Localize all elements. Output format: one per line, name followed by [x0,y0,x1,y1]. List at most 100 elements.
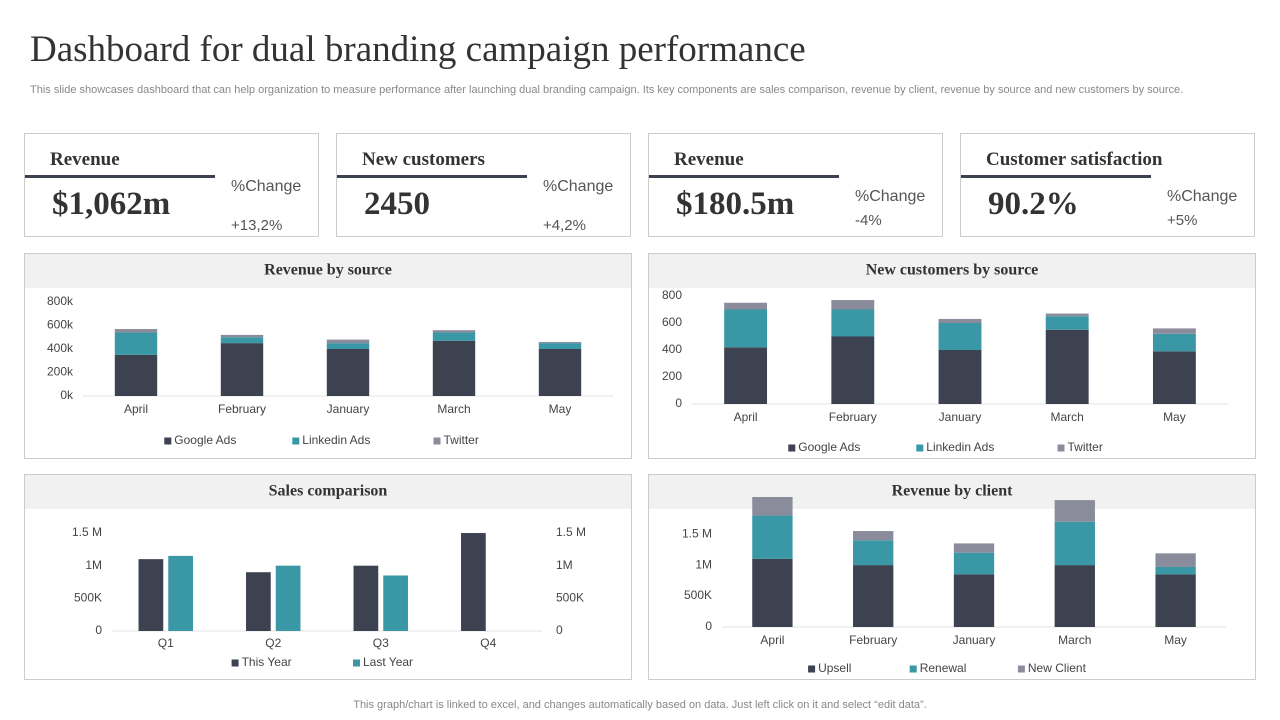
bar-segment [1152,351,1196,404]
x-tick-label: April [734,410,758,424]
x-tick-label: February [849,633,897,647]
bar-segment [1045,313,1089,317]
y-tick-label: 400k [47,341,74,355]
bar [353,565,379,631]
kpi-change-label: %Change [231,178,302,195]
bar-segment [114,329,158,333]
kpi-change: -4% [855,212,882,229]
panel-header [25,475,631,509]
bar-segment [1054,521,1095,566]
bar-segment [953,574,995,627]
bar-segment [220,334,264,338]
legend-swatch [808,665,816,673]
x-tick-label: January [953,633,996,647]
bar-segment [114,354,158,396]
bar-segment [1152,333,1196,352]
bar-segment [1054,565,1095,627]
bar-segment [853,531,894,541]
bar-segment [326,349,370,396]
legend-swatch [1057,444,1065,452]
x-tick-label: February [218,402,266,416]
kpi-label: Customer satisfaction [986,149,1163,170]
x-tick-label: Q1 [158,636,174,650]
y-tick-label: 0 [556,623,563,637]
x-tick-label: Q2 [265,636,281,650]
x-tick-label: April [124,402,148,416]
legend-label: Google Ads [798,440,860,454]
x-tick-label: March [1051,410,1084,424]
bar [246,572,271,631]
bar-segment [326,339,370,344]
y-tick-label: 500K [684,588,712,602]
panel-header [25,254,631,288]
bar-segment [538,341,582,344]
card-rule [337,175,527,178]
card-rule [649,175,839,178]
y-tick-label: 1.5 M [682,526,712,540]
x-tick-label: May [1164,633,1187,647]
bar-segment [953,543,995,553]
card-rule [25,175,215,178]
panel-header [649,475,1255,509]
bar-segment [752,497,793,516]
bar-segment [538,343,582,349]
chart-title: Sales comparison [269,483,388,500]
x-tick-label: Q4 [480,636,496,650]
panel-header [649,254,1255,288]
y-tick-label: 1.5 M [72,525,102,539]
bar-segment [938,323,982,350]
y-tick-label: 0 [705,619,712,633]
bar [275,565,301,631]
y-tick-label: 500K [556,591,584,605]
legend-label: Twitter [1068,440,1103,454]
y-tick-label: 500K [74,591,102,605]
x-tick-label: March [1058,633,1091,647]
y-tick-label: 600k [47,318,74,332]
legend-label: Linkedin Ads [302,433,370,447]
kpi-change-label: %Change [855,188,926,205]
bar [383,575,408,631]
bar-segment [853,540,894,566]
legend-swatch [916,444,924,452]
legend-label: Linkedin Ads [926,440,994,454]
bar-segment [538,349,582,396]
bar-segment [1155,553,1196,567]
legend-swatch [292,437,300,445]
chart-title: Revenue by source [264,262,392,279]
bar-segment [432,330,476,333]
bar-segment [752,515,793,559]
kpi-value: 90.2% [988,186,1079,222]
bar-segment [1054,500,1095,522]
legend-swatch [788,444,796,452]
bar-segment [432,332,476,341]
y-tick-label: 800 [662,288,682,302]
bar-segment [938,350,982,404]
legend-label: New Client [1028,661,1087,675]
bar-segment [1155,566,1196,575]
bar-segment [953,552,995,575]
legend-swatch [231,659,239,667]
page-subtitle: This slide showcases dashboard that can … [30,84,1184,96]
kpi-card: New customers 2450 %Change +4,2% [336,133,631,237]
legend-swatch [909,665,917,673]
bar-segment [326,343,370,349]
x-tick-label: May [1163,410,1186,424]
y-tick-label: 600 [662,315,682,329]
bar-segment [831,336,875,404]
kpi-change-label: %Change [1167,188,1238,205]
kpi-change-label: %Change [543,178,614,195]
bar-segment [831,300,875,310]
bar [138,559,164,631]
y-tick-label: 400 [662,342,682,356]
bar [168,555,193,631]
y-tick-label: 200k [47,365,74,379]
footer-note: This graph/chart is linked to excel, and… [353,699,927,711]
bar-segment [831,309,875,337]
bar-segment [220,337,264,344]
bar-segment [724,309,768,348]
kpi-label: Revenue [674,149,744,170]
bar [461,533,486,631]
bar-segment [220,343,264,396]
legend-swatch [164,437,172,445]
